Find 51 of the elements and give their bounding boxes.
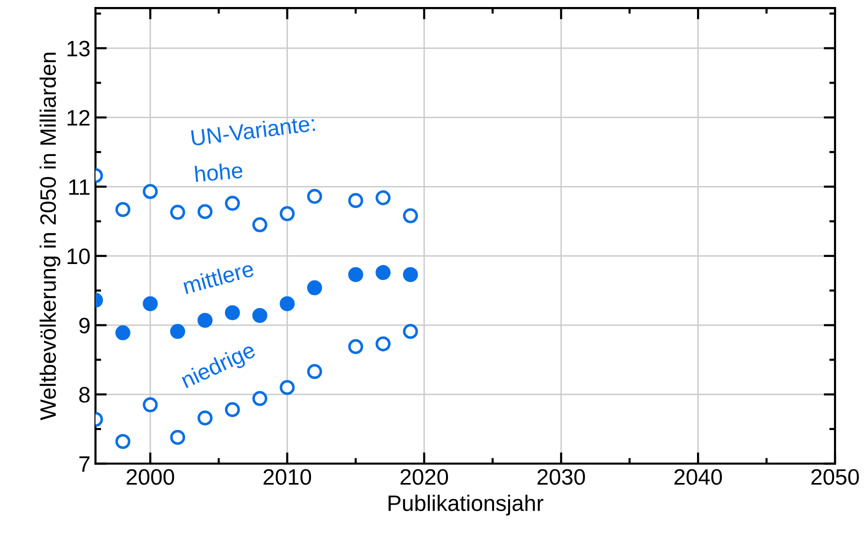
y-axis-title: Weltbevölkerung in 2050 in Milliarden	[40, 52, 60, 420]
point	[280, 206, 295, 222]
point	[224, 196, 240, 211]
point	[198, 410, 213, 426]
y-tick-label: 9	[79, 318, 90, 334]
point	[142, 397, 158, 412]
point	[142, 296, 158, 312]
point	[115, 202, 130, 218]
point	[224, 402, 240, 418]
point	[252, 308, 268, 323]
y-tick-label: 7	[79, 456, 90, 472]
point	[348, 339, 364, 354]
y-tick-label: 13	[68, 40, 90, 56]
point	[252, 217, 268, 232]
y-tick-label: 10	[68, 248, 90, 264]
text: mittlere	[182, 260, 255, 294]
point	[402, 324, 418, 339]
point	[198, 312, 213, 328]
point	[252, 391, 268, 406]
point	[224, 305, 240, 320]
point	[307, 364, 322, 380]
series-label: hohe	[194, 162, 243, 182]
point	[115, 325, 130, 340]
x-tick-label: 2030	[538, 469, 585, 485]
point	[170, 204, 186, 220]
legend-title: UN-Variante:	[190, 114, 316, 146]
point	[376, 190, 391, 206]
y-tick-label: 11	[69, 179, 90, 195]
x-tick-label: 2010	[264, 469, 312, 485]
y-tick-label: 8	[79, 386, 90, 403]
point	[142, 184, 158, 200]
point	[280, 296, 295, 312]
point	[376, 265, 391, 280]
y-tick-label: 12	[68, 110, 90, 126]
point	[198, 204, 213, 220]
point	[115, 434, 130, 449]
x-tick-label: 2040	[674, 469, 722, 485]
point	[348, 193, 364, 208]
point	[376, 336, 391, 352]
point	[170, 430, 186, 445]
point	[280, 380, 295, 395]
x-tick-label: 2020	[400, 469, 448, 485]
x-tick-label: 2050	[811, 469, 859, 485]
point	[402, 267, 418, 282]
point	[402, 208, 418, 224]
point	[170, 324, 186, 339]
point	[307, 188, 322, 204]
point	[307, 280, 322, 296]
point	[348, 267, 364, 282]
x-tick-label: 2000	[126, 469, 174, 485]
x-axis-title: Publikationsjahr	[388, 494, 544, 516]
